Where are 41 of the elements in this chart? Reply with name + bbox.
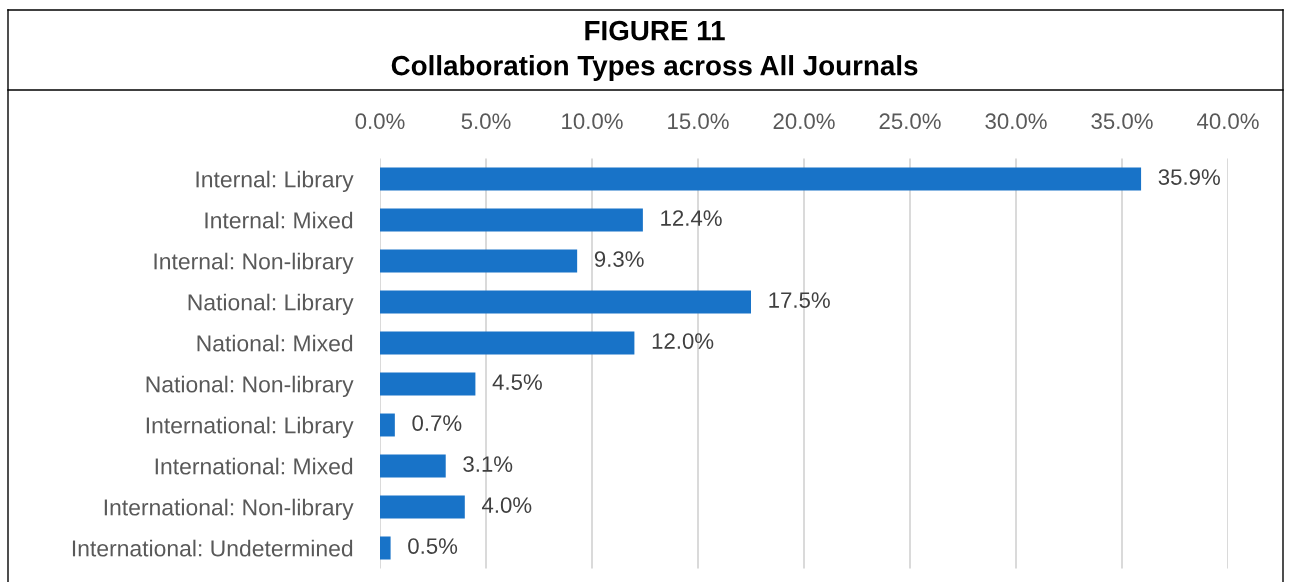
y-tick-label: National: Non-library	[146, 375, 354, 398]
y-tick-label: Internal: Mixed	[205, 211, 353, 229]
x-tick-label: 20.0%	[773, 113, 835, 130]
data-label: 4.0%	[481, 497, 532, 513]
bar	[380, 536, 391, 560]
bar	[380, 167, 1142, 191]
data-label: 3.1%	[463, 456, 513, 472]
data-label: 0.7%	[412, 415, 462, 431]
data-label: 17.5%	[769, 292, 830, 308]
data-label: 4.5%	[492, 374, 542, 390]
x-tick-label: 5.0%	[461, 113, 511, 130]
bar	[380, 208, 643, 232]
bar	[380, 372, 476, 396]
x-tick-label: 35.0%	[1091, 113, 1153, 130]
bar	[380, 290, 751, 314]
y-tick-label: International: Mixed	[155, 457, 353, 475]
y-tick-label: National: Mixed	[197, 334, 353, 352]
y-tick-label: International: Undetermined	[72, 539, 353, 557]
x-tick-label: 0.0%	[355, 113, 405, 130]
x-tick-label: 25.0%	[879, 113, 941, 130]
chart-subtitle: Collaboration Types across All Journals	[391, 55, 918, 81]
data-label: 9.3%	[594, 251, 644, 267]
x-tick-label: 30.0%	[985, 113, 1047, 130]
bar	[380, 249, 578, 273]
x-tick-label: 10.0%	[562, 113, 623, 130]
data-label: 0.5%	[408, 538, 458, 554]
data-label: 35.9%	[1158, 169, 1220, 185]
x-tick-label: 15.0%	[668, 113, 729, 130]
data-label: 12.0%	[652, 333, 714, 349]
chart-title: FIGURE 11	[585, 20, 725, 41]
data-label: 12.4%	[661, 210, 722, 226]
y-tick-label: International: Non-library	[104, 498, 354, 521]
bar	[380, 495, 465, 519]
y-tick-label: International: Library	[146, 416, 354, 439]
y-tick-label: National: Library	[188, 293, 354, 316]
bar	[380, 454, 446, 478]
x-tick-label: 40.0%	[1197, 113, 1259, 130]
bar	[380, 331, 635, 355]
y-tick-label: Internal: Non-library	[154, 252, 354, 275]
y-tick-label: Internal: Library	[196, 170, 354, 193]
bar	[380, 413, 395, 437]
